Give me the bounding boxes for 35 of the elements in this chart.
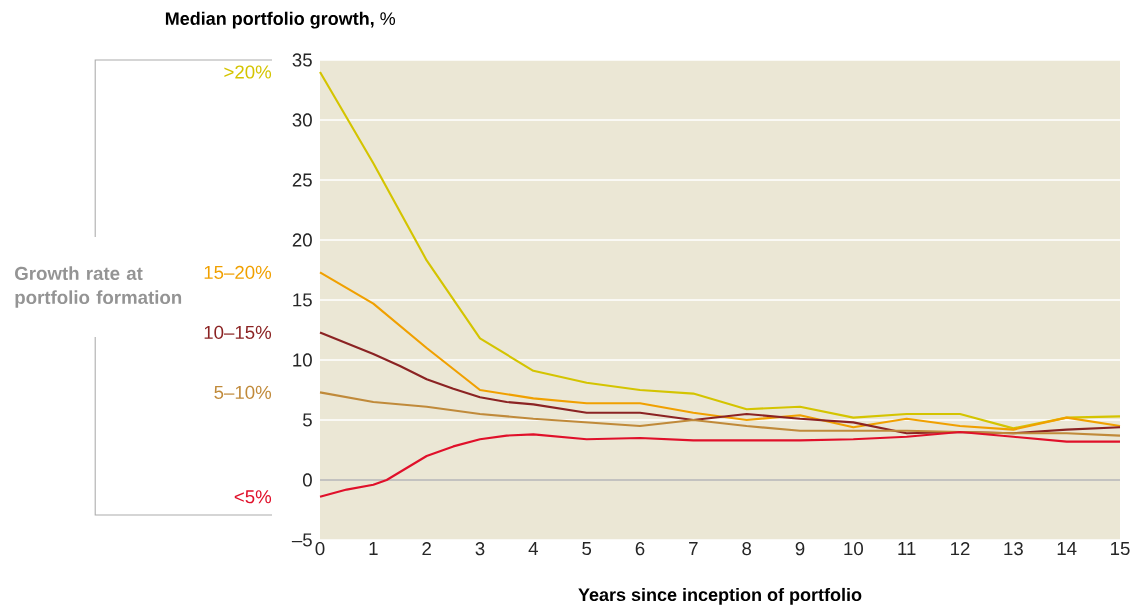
x-tick-label: 11 [898, 542, 916, 555]
line-series [318, 271, 1122, 431]
x-tick-label: 1 [369, 542, 378, 555]
y-tick-label: –5 [291, 533, 312, 547]
x-tick-label: 10 [844, 542, 863, 556]
y-tick-label: 30 [292, 113, 312, 127]
x-tick-label: 14 [1057, 542, 1077, 555]
x-tick-label: 7 [689, 542, 698, 555]
line-series [318, 70, 1122, 430]
y-tick-label: 35 [292, 53, 312, 67]
text: <5% [234, 490, 272, 504]
x-tick-label: 2 [422, 542, 431, 556]
y-tick-label: 10 [293, 353, 312, 367]
x-tick-label: 6 [635, 542, 645, 556]
legend-title: Growth rate at portfolio formation [15, 266, 182, 308]
text: 10–15% [204, 325, 272, 340]
y-tick-label: 5 [303, 413, 312, 427]
text: 5–10% [214, 385, 272, 400]
text: >20% [224, 65, 272, 79]
y-tick-label: 20 [292, 233, 312, 247]
x-tick-label: 8 [742, 542, 752, 556]
x-axis-title: Years since inception of portfolio [578, 587, 862, 605]
x-tick-label: 9 [795, 542, 805, 556]
y-tick-label: 0 [302, 473, 312, 487]
x-tick-label: 12 [951, 542, 970, 556]
y-tick-label: 25 [292, 173, 312, 187]
text: 15–20% [204, 265, 272, 280]
y-tick-label: 15 [293, 293, 312, 307]
x-tick-label: 5 [582, 542, 592, 556]
x-tick-label: 3 [475, 542, 485, 556]
x-tick-label: 15 [1111, 542, 1130, 556]
y-axis-title: Median portfolio growth, % [165, 11, 396, 29]
x-tick-label: 0 [315, 542, 325, 556]
x-tick-label: 4 [528, 542, 538, 555]
x-tick-label: 13 [1004, 542, 1023, 556]
